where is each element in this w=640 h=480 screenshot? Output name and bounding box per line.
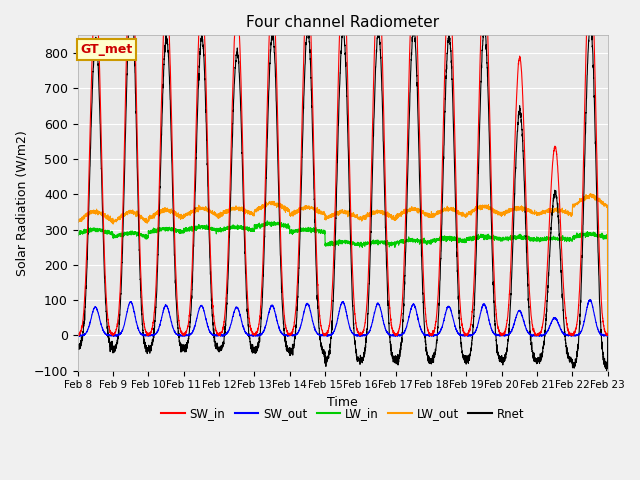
LW_out (432, 210, 440, 216)
Rnet (603, 368, 611, 373)
SW_out (74, 333, 81, 338)
SW_out (461, 333, 469, 338)
SW_out (587, 297, 595, 302)
LW_out (492, 211, 499, 216)
SW_in (461, 332, 469, 337)
LW_out (74, 217, 81, 223)
Line: SW_out: SW_out (77, 300, 607, 336)
SW_out (604, 333, 611, 338)
SW_out (108, 333, 115, 339)
SW_in (432, 317, 440, 323)
Rnet (323, 359, 331, 365)
Rnet (492, 325, 499, 331)
Rnet (432, 345, 440, 351)
SW_out (432, 332, 440, 338)
LW_in (603, 233, 611, 239)
SW_in (604, 331, 611, 337)
LW_in (492, 233, 499, 239)
Rnet (74, 343, 81, 349)
Line: SW_in: SW_in (77, 0, 607, 336)
Rnet (461, 358, 469, 363)
LW_out (169, 208, 177, 214)
SW_out (492, 331, 499, 337)
SW_in (169, 181, 177, 187)
Line: LW_out: LW_out (77, 193, 607, 336)
LW_out (603, 204, 611, 209)
LW_in (461, 240, 469, 245)
LW_in (264, 218, 271, 224)
SW_in (74, 332, 81, 337)
Line: LW_in: LW_in (77, 221, 607, 337)
Rnet (169, 203, 177, 209)
LW_out (604, 333, 611, 338)
Text: GT_met: GT_met (81, 43, 132, 56)
Rnet (604, 360, 611, 366)
Y-axis label: Solar Radiation (W/m2): Solar Radiation (W/m2) (15, 130, 28, 276)
LW_in (604, 334, 611, 340)
Line: Rnet: Rnet (77, 0, 607, 371)
LW_out (323, 216, 330, 221)
LW_out (587, 191, 595, 196)
LW_in (432, 237, 440, 243)
SW_in (323, 331, 331, 337)
SW_in (604, 332, 611, 338)
Rnet (604, 335, 611, 340)
LW_in (74, 229, 81, 235)
SW_out (604, 333, 611, 339)
SW_out (323, 332, 331, 337)
Title: Four channel Radiometer: Four channel Radiometer (246, 15, 439, 30)
SW_out (169, 325, 177, 331)
LW_out (461, 214, 469, 219)
LW_in (323, 240, 331, 246)
Legend: SW_in, SW_out, LW_in, LW_out, Rnet: SW_in, SW_out, LW_in, LW_out, Rnet (156, 403, 529, 425)
SW_in (109, 333, 116, 338)
X-axis label: Time: Time (327, 396, 358, 409)
SW_in (492, 303, 499, 309)
LW_in (169, 225, 177, 231)
